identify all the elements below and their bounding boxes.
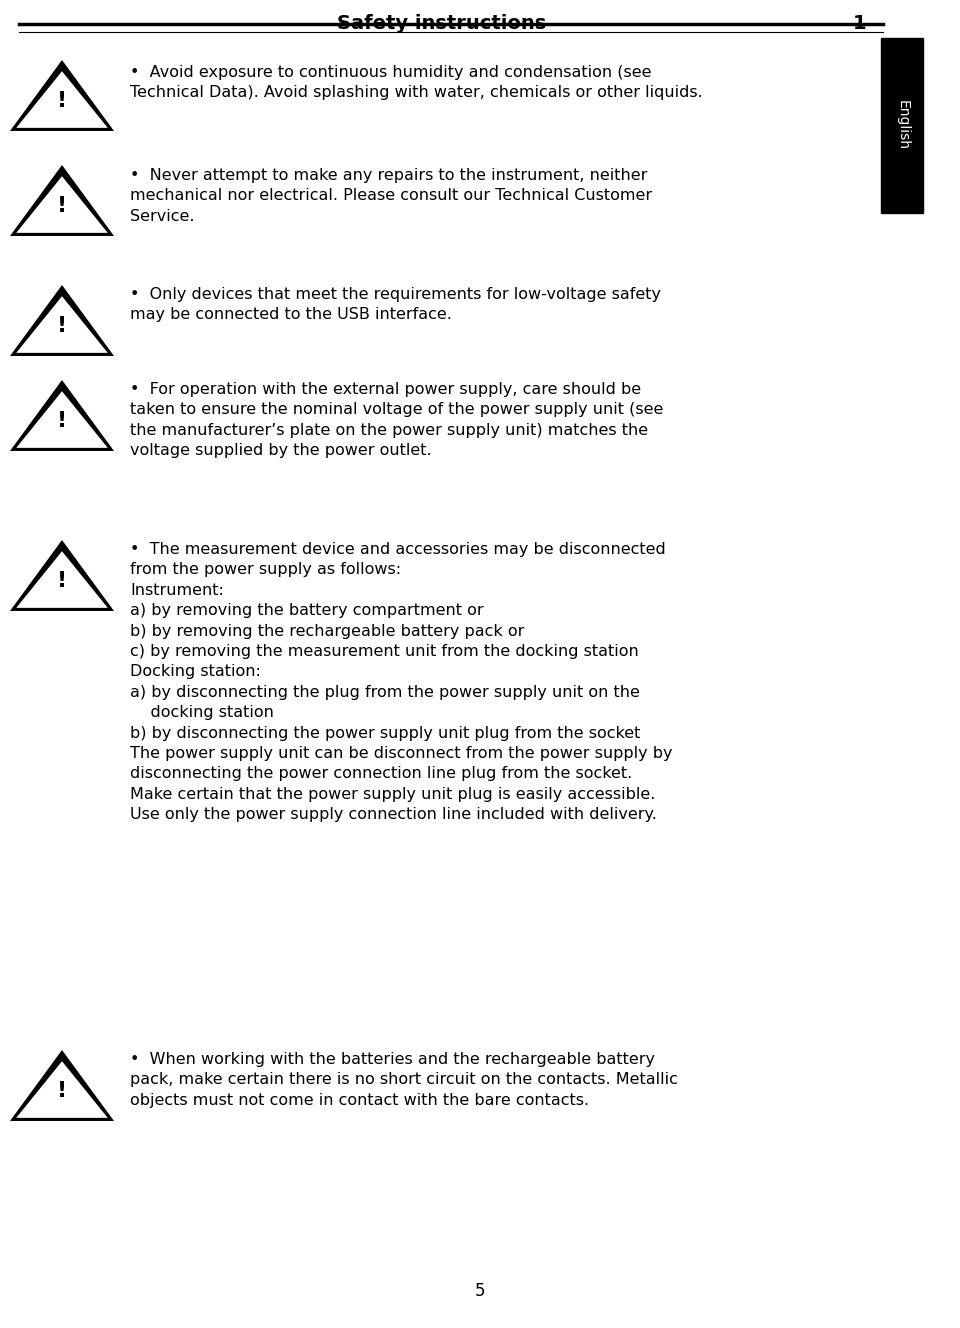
Text: •  Avoid exposure to continuous humidity and condensation (see
Technical Data). : • Avoid exposure to continuous humidity … — [130, 65, 703, 101]
Polygon shape — [10, 380, 114, 452]
Text: !: ! — [57, 197, 67, 216]
Text: •  Never attempt to make any repairs to the instrument, neither
mechanical nor e: • Never attempt to make any repairs to t… — [130, 169, 652, 224]
Text: !: ! — [57, 571, 67, 591]
Polygon shape — [16, 392, 108, 448]
Polygon shape — [16, 296, 108, 353]
Text: !: ! — [57, 410, 67, 432]
Polygon shape — [10, 165, 114, 236]
Polygon shape — [10, 540, 114, 611]
Polygon shape — [16, 177, 108, 232]
Text: English: English — [896, 101, 909, 150]
Text: •  For operation with the external power supply, care should be
taken to ensure : • For operation with the external power … — [130, 382, 663, 458]
Polygon shape — [16, 1061, 108, 1118]
Text: Safety instructions: Safety instructions — [337, 15, 546, 33]
Polygon shape — [10, 1050, 114, 1121]
Text: 1: 1 — [852, 15, 866, 33]
Polygon shape — [16, 72, 108, 127]
Bar — [881, 39, 924, 212]
Text: •  Only devices that meet the requirements for low-voltage safety
may be connect: • Only devices that meet the requirement… — [130, 287, 661, 323]
Text: •  When working with the batteries and the rechargeable battery
pack, make certa: • When working with the batteries and th… — [130, 1052, 678, 1108]
Polygon shape — [10, 60, 114, 131]
Text: !: ! — [57, 1081, 67, 1101]
Polygon shape — [10, 286, 114, 356]
Text: •  The measurement device and accessories may be disconnected
from the power sup: • The measurement device and accessories… — [130, 542, 673, 822]
Polygon shape — [16, 551, 108, 608]
Text: 5: 5 — [475, 1282, 485, 1300]
Text: !: ! — [57, 90, 67, 112]
Text: !: ! — [57, 316, 67, 336]
